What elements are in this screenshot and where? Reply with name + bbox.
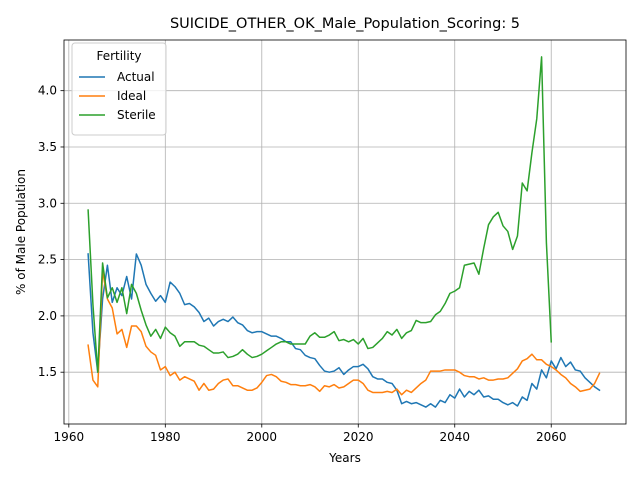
legend-label-actual: Actual <box>117 70 155 84</box>
x-tick-label: 2020 <box>343 430 374 444</box>
y-tick-label: 3.5 <box>38 140 57 154</box>
series-layer <box>87 56 601 408</box>
legend-label-ideal: Ideal <box>117 89 146 103</box>
legend-title: Fertility <box>96 49 141 63</box>
series-line-ideal <box>87 270 601 396</box>
y-axis: 1.5 2.0 2.5 3.0 3.5 4.0 <box>38 84 64 379</box>
y-tick-label: 4.0 <box>38 84 57 98</box>
plot-frame <box>63 39 627 425</box>
y-tick-label: 2.5 <box>38 253 57 267</box>
x-tick-label: 1960 <box>54 430 85 444</box>
y-tick-label: 3.0 <box>38 196 57 210</box>
x-tick-label: 2000 <box>247 430 278 444</box>
grid-lines <box>64 40 626 424</box>
y-tick-label: 2.0 <box>38 309 57 323</box>
x-axis-label: Years <box>328 451 361 465</box>
x-tick-label: 2040 <box>439 430 470 444</box>
x-tick-label: 1980 <box>150 430 181 444</box>
x-axis: 1960 1980 2000 2020 2040 2060 <box>54 424 567 444</box>
x-tick-label: 2060 <box>536 430 567 444</box>
legend: Fertility Actual Ideal Sterile <box>71 42 167 136</box>
series-line-actual <box>87 253 601 408</box>
legend-label-sterile: Sterile <box>117 108 156 122</box>
y-tick-label: 1.5 <box>38 365 57 379</box>
y-axis-label: % of Male Population <box>14 169 28 295</box>
legend-box <box>71 42 167 136</box>
series-line-sterile <box>87 56 553 373</box>
chart-title: SUICIDE_OTHER_OK_Male_Population_Scoring… <box>170 16 520 32</box>
